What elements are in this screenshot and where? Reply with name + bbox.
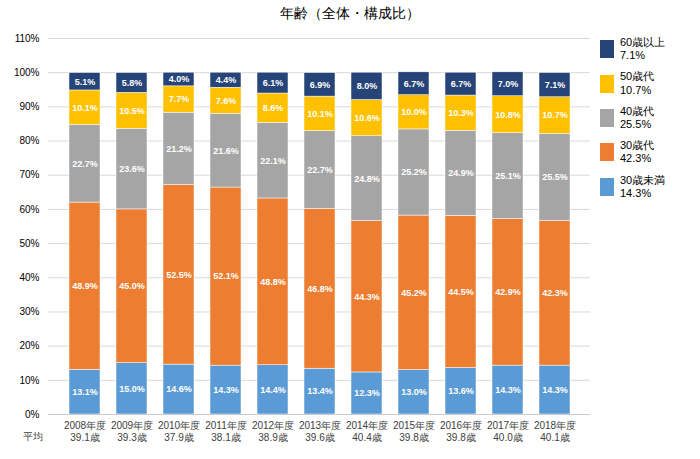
svg-text:10.1%: 10.1% xyxy=(307,109,333,119)
svg-text:14.3%: 14.3% xyxy=(542,385,568,395)
svg-text:2016年度39.8歳: 2016年度39.8歳 xyxy=(440,420,482,443)
svg-text:14.3%: 14.3% xyxy=(213,385,239,395)
svg-text:5.1%: 5.1% xyxy=(75,77,96,87)
svg-text:25.2%: 25.2% xyxy=(401,167,427,177)
html-text:年齢（全体・構成比）: 年齢（全体・構成比） xyxy=(280,5,420,21)
svg-text:15.0%: 15.0% xyxy=(119,384,145,394)
svg-text:40%: 40% xyxy=(19,272,39,283)
svg-text:10.6%: 10.6% xyxy=(354,113,380,123)
svg-text:7.7%: 7.7% xyxy=(169,94,190,104)
svg-text:52.5%: 52.5% xyxy=(166,270,192,280)
svg-text:42.3%: 42.3% xyxy=(542,288,568,298)
svg-text:13.0%: 13.0% xyxy=(401,387,427,397)
svg-text:44.3%: 44.3% xyxy=(354,292,380,302)
svg-text:10.0%: 10.0% xyxy=(401,107,427,117)
svg-text:2017年度40.0歳: 2017年度40.0歳 xyxy=(487,420,529,443)
svg-text:46.8%: 46.8% xyxy=(307,284,333,294)
svg-text:60%: 60% xyxy=(19,204,39,215)
svg-text:23.6%: 23.6% xyxy=(119,164,145,174)
svg-text:10.7%: 10.7% xyxy=(542,110,568,120)
svg-text:10.5%: 10.5% xyxy=(119,106,145,116)
svg-text:8.0%: 8.0% xyxy=(357,81,378,91)
svg-text:22.7%: 22.7% xyxy=(72,159,98,169)
svg-text:12.3%: 12.3% xyxy=(354,388,380,398)
svg-text:10%: 10% xyxy=(19,375,39,386)
svg-text:4.4%: 4.4% xyxy=(216,75,237,85)
svg-text:13.1%: 13.1% xyxy=(72,387,98,397)
svg-text:14.6%: 14.6% xyxy=(166,384,192,394)
html-text:30歳未満 14.3%: 30歳未満 14.3% xyxy=(620,173,666,199)
svg-text:48.9%: 48.9% xyxy=(72,281,98,291)
svg-text:25.1%: 25.1% xyxy=(495,171,521,181)
svg-text:42.9%: 42.9% xyxy=(495,287,521,297)
svg-text:44.5%: 44.5% xyxy=(448,287,474,297)
svg-text:13.6%: 13.6% xyxy=(448,386,474,396)
svg-text:6.1%: 6.1% xyxy=(263,78,284,88)
svg-text:100%: 100% xyxy=(14,67,40,78)
svg-text:52.1%: 52.1% xyxy=(213,271,239,281)
svg-text:7.6%: 7.6% xyxy=(216,96,237,106)
svg-text:2012年度38.9歳: 2012年度38.9歳 xyxy=(252,420,294,443)
html-text:30歳代 42.3%: 30歳代 42.3% xyxy=(620,139,655,165)
svg-text:2014年度40.4歳: 2014年度40.4歳 xyxy=(346,420,388,443)
svg-text:25.5%: 25.5% xyxy=(542,172,568,182)
svg-text:0%: 0% xyxy=(25,409,40,420)
svg-text:110%: 110% xyxy=(15,33,40,44)
html-text:60歳以上 7.1%: 60歳以上 7.1% xyxy=(620,36,666,62)
svg-text:80%: 80% xyxy=(19,135,39,146)
html-text:40歳代 25.5%: 40歳代 25.5% xyxy=(620,104,655,130)
svg-text:45.2%: 45.2% xyxy=(401,288,427,298)
svg-text:10.1%: 10.1% xyxy=(72,103,98,113)
svg-text:6.7%: 6.7% xyxy=(451,79,472,89)
svg-text:平均: 平均 xyxy=(23,431,43,442)
svg-text:10.8%: 10.8% xyxy=(495,110,521,120)
svg-text:22.1%: 22.1% xyxy=(260,156,286,166)
svg-text:90%: 90% xyxy=(19,101,39,112)
svg-text:5.8%: 5.8% xyxy=(122,78,143,88)
html-text:50歳代 10.7%: 50歳代 10.7% xyxy=(620,70,655,96)
svg-text:50%: 50% xyxy=(19,238,39,249)
svg-text:2009年度39.3歳: 2009年度39.3歳 xyxy=(111,420,153,443)
svg-text:24.9%: 24.9% xyxy=(448,168,474,178)
svg-text:2013年度39.6歳: 2013年度39.6歳 xyxy=(299,420,341,443)
svg-text:4.0%: 4.0% xyxy=(169,74,190,84)
svg-text:2011年度38.1歳: 2011年度38.1歳 xyxy=(205,420,247,443)
svg-text:20%: 20% xyxy=(19,340,39,351)
svg-text:22.7%: 22.7% xyxy=(307,165,333,175)
svg-text:6.9%: 6.9% xyxy=(310,80,331,90)
svg-text:70%: 70% xyxy=(19,169,39,180)
svg-text:7.1%: 7.1% xyxy=(545,80,566,90)
svg-text:24.8%: 24.8% xyxy=(354,174,380,184)
svg-text:48.8%: 48.8% xyxy=(260,277,286,287)
svg-text:7.0%: 7.0% xyxy=(498,79,519,89)
svg-text:14.3%: 14.3% xyxy=(495,385,521,395)
svg-text:13.4%: 13.4% xyxy=(307,386,333,396)
svg-text:2010年度37.9歳: 2010年度37.9歳 xyxy=(158,420,200,443)
svg-text:21.6%: 21.6% xyxy=(213,145,239,155)
svg-text:2008年度39.1歳: 2008年度39.1歳 xyxy=(64,420,106,443)
svg-text:14.4%: 14.4% xyxy=(260,385,286,395)
svg-text:10.3%: 10.3% xyxy=(448,108,474,118)
svg-text:8.6%: 8.6% xyxy=(263,103,284,113)
svg-text:6.7%: 6.7% xyxy=(404,79,425,89)
svg-text:21.2%: 21.2% xyxy=(166,144,192,154)
svg-text:2018年度40.1歳: 2018年度40.1歳 xyxy=(534,420,576,443)
svg-text:2015年度39.8歳: 2015年度39.8歳 xyxy=(393,420,435,443)
svg-text:45.0%: 45.0% xyxy=(119,281,145,291)
svg-text:30%: 30% xyxy=(19,306,39,317)
